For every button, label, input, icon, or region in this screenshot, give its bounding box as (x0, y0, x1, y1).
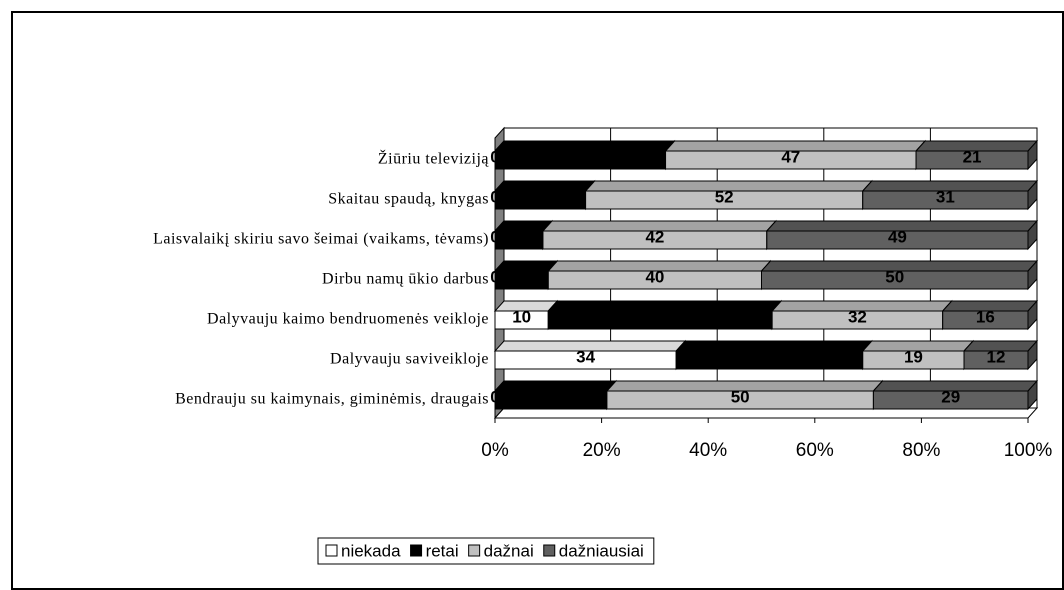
category-label: Dalyvauju saviveikloje (330, 351, 489, 368)
data-label: 50 (731, 387, 750, 406)
legend-label: dažnai (484, 541, 534, 560)
bar-top (493, 140, 676, 152)
x-tick-label: 20% (583, 440, 621, 461)
category-label: Dirbu namų ūkio darbus (322, 271, 489, 288)
data-label: 47 (781, 147, 800, 166)
legend-swatch (468, 544, 481, 557)
data-label: 32 (848, 307, 867, 326)
data-label: 16 (976, 307, 995, 326)
bar-top (493, 180, 596, 192)
bar-top (493, 260, 559, 272)
bar-segment (493, 139, 676, 171)
bar-segment (547, 259, 772, 291)
bar-segment (664, 139, 927, 171)
bar-end (1027, 219, 1038, 251)
data-label: 42 (645, 227, 664, 246)
data-label: 10 (512, 307, 531, 326)
bar-end (1027, 299, 1038, 331)
bar-segment (547, 299, 783, 331)
bar-top (493, 220, 554, 232)
bar-segment (872, 379, 1039, 411)
legend-label: retai (426, 541, 459, 560)
bar-end (1027, 339, 1038, 371)
bar-segment (675, 339, 873, 371)
data-label: 50 (885, 267, 904, 286)
bar-segment (493, 259, 559, 291)
legend-label: dažniausiai (559, 541, 644, 560)
bar-end (1027, 379, 1038, 411)
legend-swatch (543, 544, 556, 557)
bar-front (494, 150, 667, 170)
legend-swatch (410, 544, 423, 557)
x-tick-label: 80% (902, 440, 940, 461)
data-label: 34 (576, 347, 595, 366)
data-label: 19 (904, 347, 923, 366)
bar-front (547, 310, 773, 330)
x-tick-label: 60% (796, 440, 834, 461)
bar-segment (493, 339, 687, 371)
bar-segment (493, 219, 554, 251)
bar-top (547, 300, 783, 312)
legend-box (317, 537, 655, 565)
bar-segment (962, 339, 1039, 371)
bar-segment (760, 259, 1039, 291)
x-tick-label: 40% (689, 440, 727, 461)
category-label: Skaitau spaudą, knygas (328, 191, 489, 208)
bar-front (494, 230, 544, 250)
data-label: 40 (645, 267, 664, 286)
bar-end (1027, 139, 1038, 171)
bar-end (1027, 179, 1038, 211)
bar-segment (861, 179, 1039, 211)
data-label: 52 (715, 187, 734, 206)
bar-segment (914, 139, 1039, 171)
category-label: Bendrauju su kaimynais, giminėmis, draug… (175, 391, 489, 408)
category-label: Laisvalaikį skiriu savo šeimai (vaikams,… (153, 231, 489, 248)
bar-segment (605, 379, 884, 411)
x-tick-label: 0% (481, 440, 509, 461)
data-label: 29 (941, 387, 960, 406)
bar-top (493, 380, 618, 392)
bar-segment (493, 379, 618, 411)
bar-end (1027, 259, 1038, 291)
bar-segment (493, 179, 596, 211)
legend: niekada retai dažnai dažniausiai (317, 537, 655, 565)
bar-segment (765, 219, 1039, 251)
bar-front (494, 390, 608, 410)
data-label: 49 (888, 227, 907, 246)
data-label: 21 (963, 147, 982, 166)
bar-front (494, 190, 587, 210)
data-label: 31 (936, 187, 955, 206)
bar-top (675, 340, 873, 352)
bar-segment (941, 299, 1039, 331)
bar-front (494, 270, 549, 290)
legend-swatch (325, 544, 338, 557)
category-label: Žiūriu televiziją (378, 149, 490, 168)
bar-segment (861, 339, 975, 371)
category-label: Dalyvauju kaimo bendruomenės veikloje (207, 311, 489, 328)
legend-label: niekada (341, 541, 401, 560)
bar-front (675, 350, 864, 370)
data-label: 12 (987, 347, 1006, 366)
x-tick-label: 100% (1004, 440, 1053, 461)
bar-segment (584, 179, 873, 211)
